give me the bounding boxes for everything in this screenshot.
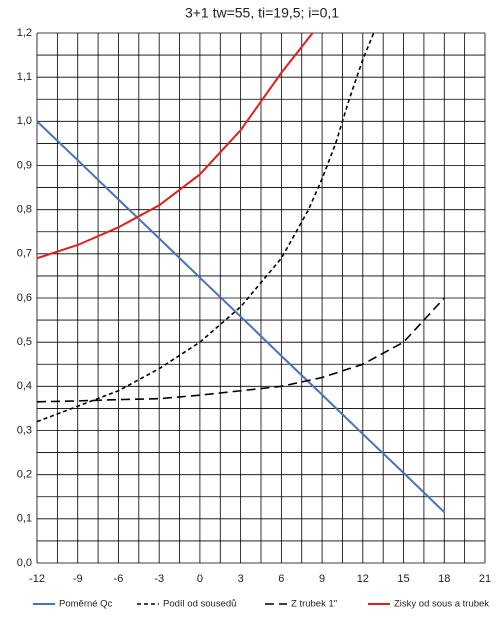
x-tick-label: -12 (29, 573, 45, 585)
x-tick-label: 15 (397, 573, 409, 585)
y-tick-label: 1,2 (17, 27, 32, 39)
y-tick-label: 0,5 (17, 336, 32, 348)
x-tick-label: 6 (278, 573, 284, 585)
y-tick-label: 0,8 (17, 204, 32, 216)
x-tick-label: 3 (238, 573, 244, 585)
y-tick-label: 0,6 (17, 292, 32, 304)
x-tick-label: -3 (154, 573, 164, 585)
series-line (36, 32, 375, 423)
y-tick-label: 0,1 (17, 513, 32, 525)
y-tick-label: 0,7 (17, 248, 32, 260)
x-tick-label: 21 (479, 573, 491, 585)
x-tick-label: -6 (114, 573, 124, 585)
y-tick-label: 1,0 (17, 115, 32, 127)
series-line (36, 120, 445, 513)
y-tick-label: 0,9 (17, 159, 32, 171)
y-tick-label: 1,1 (17, 71, 32, 83)
y-tick-label: 0,0 (17, 557, 32, 569)
legend-label: Podíl od sousedů (163, 599, 236, 610)
series-line (36, 32, 314, 260)
legend-label: Poměrné Qc (59, 599, 113, 610)
x-tick-label: 0 (197, 573, 203, 585)
x-tick-label: -9 (73, 573, 83, 585)
legend-label: Zisky od sous a trubek (394, 599, 489, 610)
y-tick-label: 0,4 (17, 380, 32, 392)
x-tick-label: 12 (357, 573, 369, 585)
y-tick-label: 0,3 (17, 424, 32, 436)
legend-label: Z trubek 1" (291, 599, 337, 610)
series-line (36, 297, 445, 403)
y-tick-label: 0,2 (17, 469, 32, 481)
x-tick-label: 9 (319, 573, 325, 585)
chart-title: 3+1 tw=55, ti=19,5; i=0,1 (185, 5, 339, 21)
x-tick-label: 18 (438, 573, 450, 585)
